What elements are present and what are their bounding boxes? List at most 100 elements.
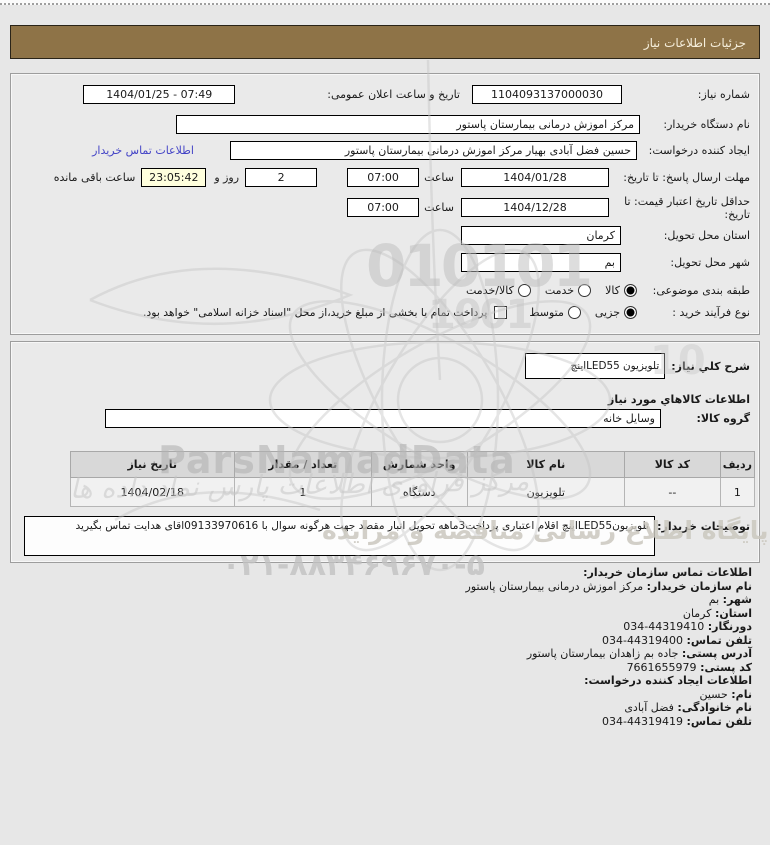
cell-qty: 1	[233, 477, 372, 507]
subject-goods-radio[interactable]	[624, 283, 637, 297]
org-city-value: بم	[708, 593, 720, 606]
overall-desc-field[interactable]: تلویزیون LED55اینچ	[525, 353, 666, 379]
goods-table-row: 1 -- تلویزیون دستگاه 1 1404/02/18	[69, 477, 756, 507]
org-city-line: شهر: بم	[10, 593, 752, 607]
buyer-notes-row: توضیحات خریدار: تلویزیونLED55اینچ اقلام …	[20, 516, 750, 560]
delivery-city-label: شهر محل تحویل:	[670, 255, 750, 269]
announce-datetime-field[interactable]: 07:49 - 1404/01/25	[83, 84, 236, 104]
price-hour-label: ساعت	[424, 201, 454, 214]
creator-lastname-line: نام خانوادگی: فضل آبادی	[10, 701, 752, 715]
goods-group-label: گروه کالا:	[696, 411, 750, 425]
creator-firstname-label: نام:	[731, 687, 752, 701]
request-creator-field[interactable]: حسین فضل آبادی بهیار مرکز اموزش درمانی ب…	[230, 140, 637, 160]
goods-group-row: گروه کالا: وسایل خانه	[20, 408, 750, 428]
org-province-line: استان: کرمان	[10, 607, 752, 621]
buyer-notes-field[interactable]: تلویزیونLED55اینچ اقلام اعتباری پرداخت3م…	[24, 516, 655, 556]
creator-contact-title: اطلاعات ایجاد کننده درخواست:	[584, 674, 752, 687]
goods-group-field[interactable]: وسایل خانه	[105, 408, 661, 428]
subject-goods-service-radio[interactable]	[517, 283, 531, 297]
cell-row: 1	[719, 477, 756, 507]
cell-code: --	[623, 477, 721, 507]
contact-block: اطلاعات تماس سازمان خریدار: نام سازمان خ…	[10, 566, 752, 728]
subject-service-radio[interactable]	[578, 283, 592, 297]
col-unit: واحد شمارش	[370, 451, 468, 478]
buyer-notes-label: توضیحات خریدار:	[657, 520, 750, 533]
purchase-type-row: نوع فرآیند خرید : جزیی متوسط پرداخت تمام…	[20, 302, 750, 322]
org-postal-label: کد پستی:	[700, 660, 752, 674]
need-number-label: شماره نیاز:	[697, 87, 750, 101]
purchase-medium-radio[interactable]	[567, 305, 581, 319]
col-code: کد کالا	[623, 451, 721, 478]
org-address-value: جاده بم زاهدان بیمارستان پاستور	[526, 647, 679, 660]
reply-hour-label: ساعت	[424, 171, 454, 184]
page-title: جزئیات اطلاعات نیاز	[643, 36, 746, 50]
treasury-checkbox[interactable]	[494, 305, 508, 319]
org-contact-title: اطلاعات تماس سازمان خریدار:	[583, 566, 752, 579]
top-dotted-divider	[0, 0, 770, 5]
buyer-org-label: نام دستگاه خریدار:	[663, 117, 750, 131]
buyer-contact-link[interactable]: اطلاعات تماس خریدار	[92, 143, 194, 157]
delivery-province-row: استان محل تحویل: کرمان	[20, 225, 750, 245]
delivery-province-label: استان محل تحویل:	[663, 228, 750, 242]
org-fax-line: دورنگار: 44319410-034	[10, 620, 752, 634]
goods-table-header-row: ردیف کد کالا نام کالا واحد شمارش تعداد /…	[69, 451, 756, 478]
price-validity-time-field[interactable]: 07:00	[347, 198, 420, 217]
org-name-label: نام سازمان خریدار:	[646, 579, 752, 593]
creator-lastname-value: فضل آبادی	[624, 701, 674, 714]
goods-info-title: اطلاعات کالاهاي مورد نیاز	[608, 392, 750, 406]
creator-firstname-value: حسین	[699, 687, 728, 701]
time-remaining-timer: 23:05:42	[141, 168, 207, 187]
reply-deadline-row: مهلت ارسال پاسخ: تا تاریخ: 1404/01/28 سا…	[20, 164, 750, 191]
org-phone-value: 44319400-034	[602, 633, 684, 647]
org-address-label: آدرس پستی:	[681, 647, 752, 660]
need-details-panel: شرح کلي نياز: تلویزیون LED55اینچ اطلاعات…	[10, 341, 760, 563]
goods-info-title-row: اطلاعات کالاهاي مورد نیاز	[20, 389, 750, 409]
cell-need-date: 1404/02/18	[69, 477, 235, 507]
subject-class-row: طبقه بندی موضوعی: کالا خدمت کالا/خدمت	[20, 280, 750, 300]
cell-name: تلویزیون	[466, 477, 625, 507]
subject-goods-label: کالا	[605, 283, 620, 297]
need-number-row: شماره نیاز: 1104093137000030 تاریخ و ساع…	[20, 84, 750, 104]
creator-phone-label: تلفن تماس:	[686, 714, 752, 728]
creator-phone-value: 44319419-034	[602, 714, 684, 728]
reply-deadline-date-field[interactable]: 1404/01/28	[461, 168, 609, 187]
org-city-label: شهر:	[722, 593, 752, 606]
reply-deadline-time-field[interactable]: 07:00	[347, 168, 420, 187]
purchase-type-label: نوع فرآیند خرید :	[672, 305, 750, 319]
delivery-province-field[interactable]: کرمان	[461, 225, 621, 245]
delivery-city-field[interactable]: بم	[461, 252, 621, 272]
hours-remaining-label: ساعت باقی مانده	[53, 171, 136, 184]
request-creator-row: ایجاد کننده درخواست: حسین فضل آبادی بهیا…	[20, 140, 750, 160]
org-postal-value: 7661655979	[626, 660, 697, 674]
cell-unit: دستگاه	[370, 477, 468, 507]
org-phone-line: تلفن تماس: 44319400-034	[10, 634, 752, 648]
creator-lastname-label: نام خانوادگی:	[677, 701, 752, 714]
org-fax-label: دورنگار:	[707, 620, 752, 633]
overall-desc-label: شرح کلي نياز:	[671, 359, 750, 373]
purchase-minor-radio[interactable]	[624, 305, 637, 319]
need-number-field[interactable]: 1104093137000030	[472, 84, 622, 104]
col-qty: تعداد / مقدار	[233, 451, 372, 478]
request-creator-label: ایجاد کننده درخواست:	[648, 143, 750, 157]
buyer-org-row: نام دستگاه خریدار: مرکز اموزش درمانی بیم…	[20, 114, 750, 134]
org-phone-label: تلفن تماس:	[686, 633, 752, 647]
purchase-minor-label: جزیی	[594, 305, 620, 319]
org-province-label: استان:	[715, 606, 752, 620]
purchase-medium-label: متوسط	[529, 305, 564, 319]
days-and-label: روز و	[214, 171, 240, 184]
subject-service-label: خدمت	[544, 283, 575, 297]
org-address-line: آدرس پستی: جاده بم زاهدان بیمارستان پاست…	[10, 647, 752, 661]
buyer-org-field[interactable]: مرکز اموزش درمانی بیمارستان پاستور	[176, 114, 640, 134]
overall-desc-row: شرح کلي نياز: تلویزیون LED55اینچ	[20, 352, 750, 380]
col-name: نام کالا	[466, 451, 625, 478]
col-need-date: تاریخ نیاز	[69, 451, 235, 478]
reply-deadline-label: مهلت ارسال پاسخ: تا تاریخ:	[623, 171, 750, 184]
price-validity-label: حداقل تاریخ اعتبار قیمت: تا تاریخ:	[624, 194, 750, 221]
creator-phone-line: تلفن تماس: 44319419-034	[10, 715, 752, 729]
page-title-bar: جزئیات اطلاعات نیاز	[10, 25, 760, 59]
subject-goods-service-label: کالا/خدمت	[466, 283, 514, 297]
treasury-note: پرداخت تمام یا بخشی از مبلغ خرید،از محل …	[143, 305, 488, 319]
days-remaining-field[interactable]: 2	[245, 168, 318, 187]
request-info-panel: شماره نیاز: 1104093137000030 تاریخ و ساع…	[10, 73, 760, 335]
price-validity-date-field[interactable]: 1404/12/28	[461, 198, 609, 217]
